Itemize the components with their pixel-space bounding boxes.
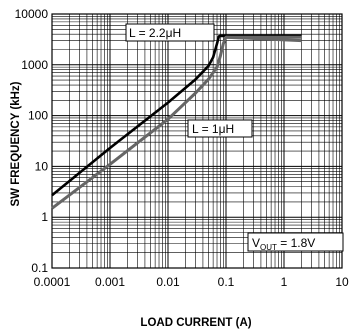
annotation-2.2uh-label: L = 2.2μH [129, 26, 181, 40]
y-tick-label: 1 [41, 210, 48, 224]
y-tick-label: 100 [28, 109, 48, 123]
series-line-2 [225, 35, 302, 43]
annotation-2.2uh: L = 2.2μH [125, 23, 215, 42]
y-tick-label: 1000 [21, 58, 48, 72]
y-axis-title: SW FREQUENCY (kHz) [10, 81, 22, 206]
annotation-vout-box [247, 232, 344, 252]
x-tick-label: 0.01 [156, 275, 180, 289]
annotation-2.2uh-box [125, 23, 215, 42]
annotation-1uh-box [187, 119, 253, 138]
x-tick-label: 0.1 [218, 275, 235, 289]
vout-sub: OUT [260, 243, 277, 252]
annotation-vout: VOUT = 1.8V [247, 232, 344, 252]
plot-border [51, 13, 343, 269]
series-group [51, 34, 302, 210]
x-tick-label: 0.0001 [34, 275, 71, 289]
grid [51, 14, 342, 269]
y-tick-label: 0.1 [31, 261, 48, 275]
y-tick-label: 10000 [15, 7, 49, 21]
series-line-1 [51, 35, 302, 210]
vout-main: V [252, 236, 260, 250]
y-tick-label: 10 [35, 159, 49, 173]
annotation-1uh: L = 1μH [187, 119, 253, 138]
series-line-0 [51, 34, 302, 197]
vout-rest: = 1.8V [277, 236, 315, 250]
tick-labels: 0.0001 0.001 0.01 0.1 1 10 10000 1000 100 10 1 0.1 [15, 7, 349, 289]
x-axis-title: LOAD CURRENT (A) [140, 317, 251, 329]
x-tick-label: 0.001 [95, 275, 125, 289]
x-tick-label: 10 [335, 275, 349, 289]
annotation-1uh-label: L = 1μH [192, 122, 234, 136]
x-tick-label: 1 [281, 275, 288, 289]
annotation-vout-label: VOUT = 1.8V [252, 236, 315, 252]
